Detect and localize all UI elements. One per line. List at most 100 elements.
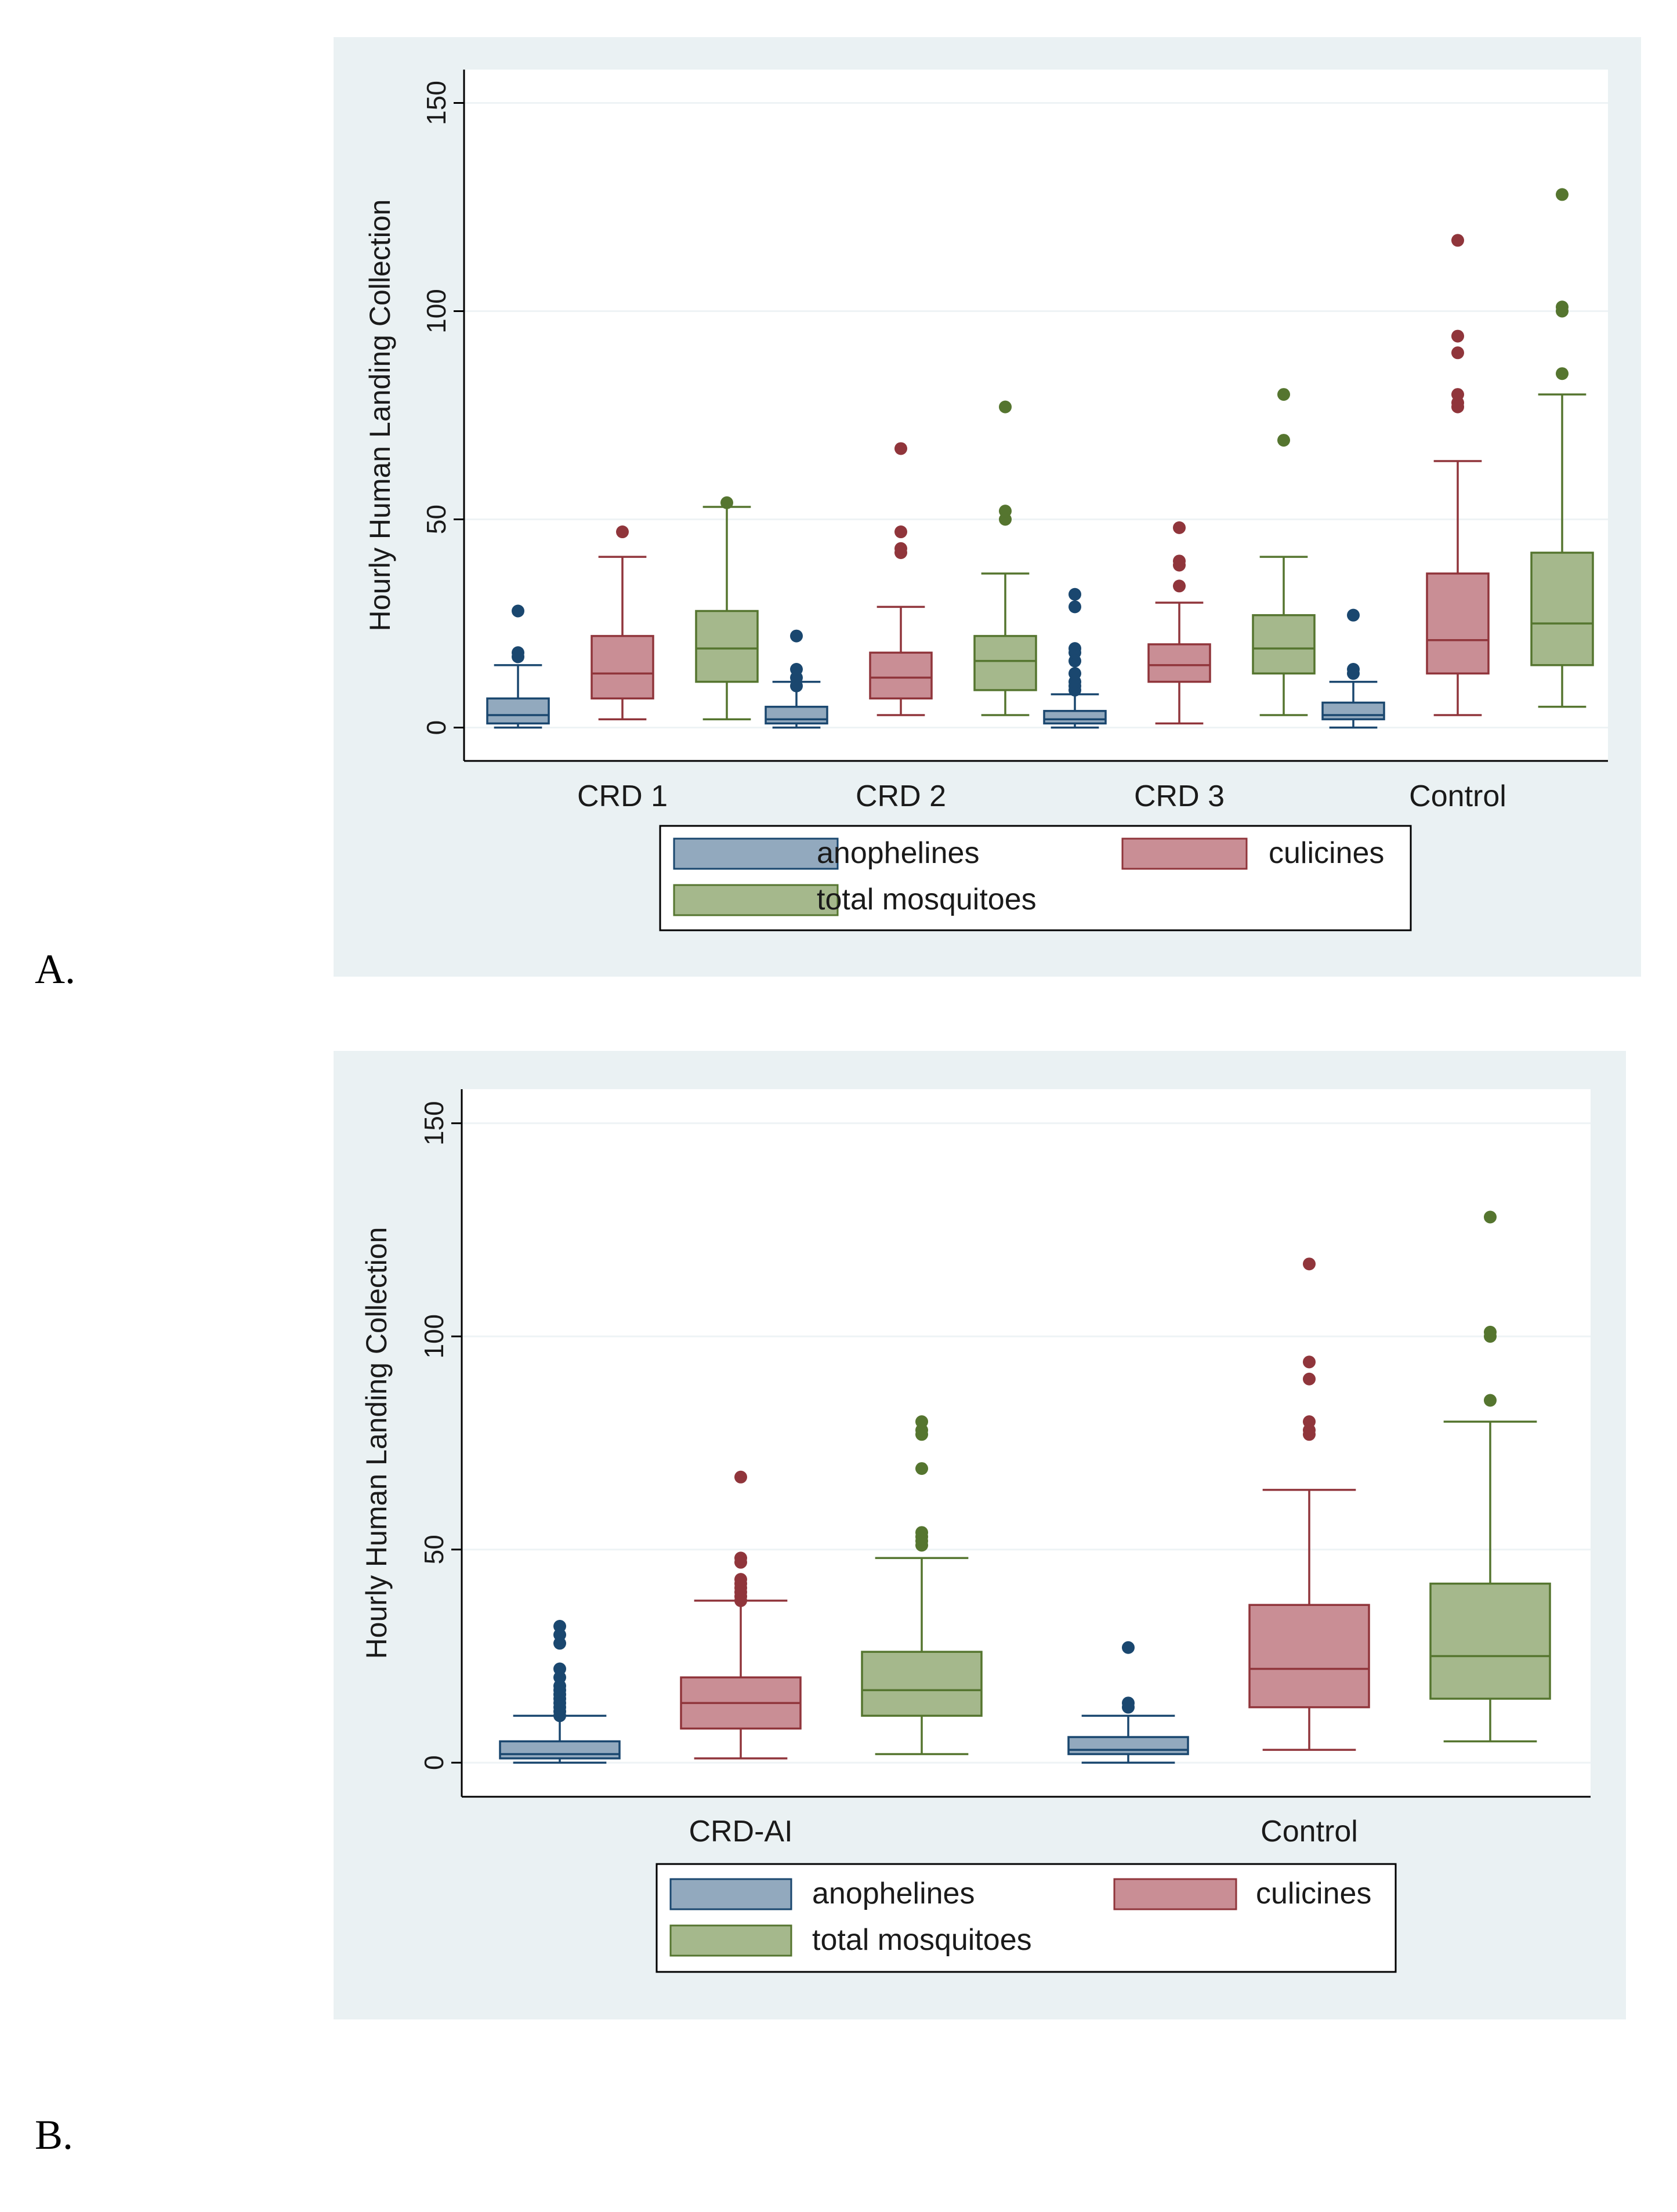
legend-label-anophelines: anophelines [812,1877,975,1910]
outlier-point [1451,346,1464,360]
outlier-point [1277,434,1290,447]
outlier-point [1069,642,1081,655]
outlier-point [734,1551,747,1565]
box-anophelines [1321,608,1385,729]
outlier-point [734,1470,747,1484]
legend-label-anophelines: anophelines [817,836,979,870]
legend-label-total: total mosquitoes [812,1923,1032,1957]
outlier-point [894,525,907,539]
legend: anophelines culicines total mosquitoes [655,1863,1397,1973]
box-total [861,1415,983,1756]
outlier-point [894,542,907,555]
box-anophelines [1067,1641,1189,1764]
outlier-point [1451,234,1464,247]
y-tick-label: 50 [419,1535,449,1564]
box-iqr [1426,572,1490,675]
outlier-point [1484,1394,1497,1407]
legend: anophelines culicines total mosquitoes [659,825,1412,931]
panel-label-a: A. [35,946,75,992]
outlier-point [720,496,733,509]
box-iqr [1067,1736,1189,1756]
outlier-point [1451,329,1464,343]
box-iqr [1248,1604,1370,1709]
legend-swatch-culicines [1113,1878,1237,1910]
outlier-point [616,525,629,539]
box-iqr [1147,643,1211,683]
legend-swatch-total [669,1924,792,1957]
outlier-point [1122,1641,1135,1654]
outlier-point [915,1415,928,1428]
outlier-point [1451,388,1464,401]
box-culicines [1248,1257,1370,1751]
y-tick-label: 150 [419,1101,449,1145]
outlier-point [512,604,524,618]
box-anophelines [486,604,550,729]
box-iqr [499,1740,621,1760]
box-culicines [1426,234,1490,716]
outlier-point [512,646,524,659]
outlier-point [553,1662,566,1676]
outlier-point [999,505,1012,518]
x-category-label: CRD-AI [689,1815,792,1848]
box-total [973,400,1037,716]
outlier-point [1122,1696,1135,1710]
legend-swatch-anophelines [673,837,839,870]
box-iqr [973,634,1037,691]
legend-swatch-total [673,884,839,916]
box-iqr [486,697,550,725]
box-anophelines [499,1620,621,1764]
outlier-point [1556,367,1569,380]
outlier-point [553,1620,566,1633]
box-culicines [680,1470,802,1760]
box-anophelines [1043,588,1107,729]
box-culicines [1147,521,1211,725]
outlier-point [790,629,803,643]
box-iqr [869,651,933,700]
outlier-point [1069,600,1081,614]
y-axis-label: Hourly Human Landing Collection [364,200,396,632]
outlier-point [1069,667,1081,680]
outlier-point [1484,1325,1497,1339]
box-total [1252,388,1316,716]
outlier-point [915,1462,928,1475]
outlier-point [915,1526,928,1539]
box-culicines [591,525,654,720]
x-category-label: CRD 1 [577,779,668,813]
legend-label-culicines: culicines [1269,836,1384,870]
y-tick-label: 100 [419,1314,449,1359]
outlier-point [1303,1257,1316,1271]
box-iqr [1530,552,1594,666]
box-iqr [765,705,828,725]
y-tick-label: 100 [421,289,451,333]
x-category-label: Control [1409,779,1506,813]
legend-swatch-culicines [1121,837,1248,870]
legend-label-total: total mosquitoes [817,883,1037,916]
outlier-point [734,1573,747,1586]
outlier-point [1303,1355,1316,1369]
y-tick-label: 0 [421,720,451,735]
plot-area [462,1089,1591,1797]
outlier-point [1303,1372,1316,1386]
outlier-point [1347,608,1360,622]
y-tick-label: 0 [419,1755,449,1770]
x-category-label: Control [1261,1815,1358,1848]
outlier-point [1277,388,1290,401]
box-iqr [1043,710,1107,725]
legend-label-culicines: culicines [1256,1877,1371,1910]
panel-label-b: B. [35,2112,74,2158]
outlier-point [1347,663,1360,676]
outlier-point [1173,554,1186,568]
outlier-point [1173,521,1186,534]
box-total [1429,1210,1551,1743]
x-category-label: CRD 3 [1134,779,1225,813]
box-iqr [1321,701,1385,720]
box-iqr [695,610,759,683]
outlier-point [999,400,1012,414]
outlier-point [1484,1210,1497,1224]
box-iqr [1429,1582,1551,1700]
y-tick-label: 150 [421,81,451,125]
outlier-point [1556,300,1569,314]
outlier-point [1173,579,1186,593]
